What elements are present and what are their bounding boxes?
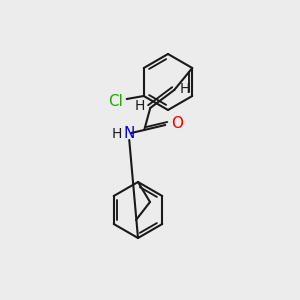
Text: N: N (124, 127, 135, 142)
Text: H: H (135, 99, 145, 113)
Text: H: H (179, 82, 190, 96)
Text: H: H (112, 127, 122, 141)
Text: O: O (171, 116, 183, 130)
Text: Cl: Cl (108, 94, 123, 109)
